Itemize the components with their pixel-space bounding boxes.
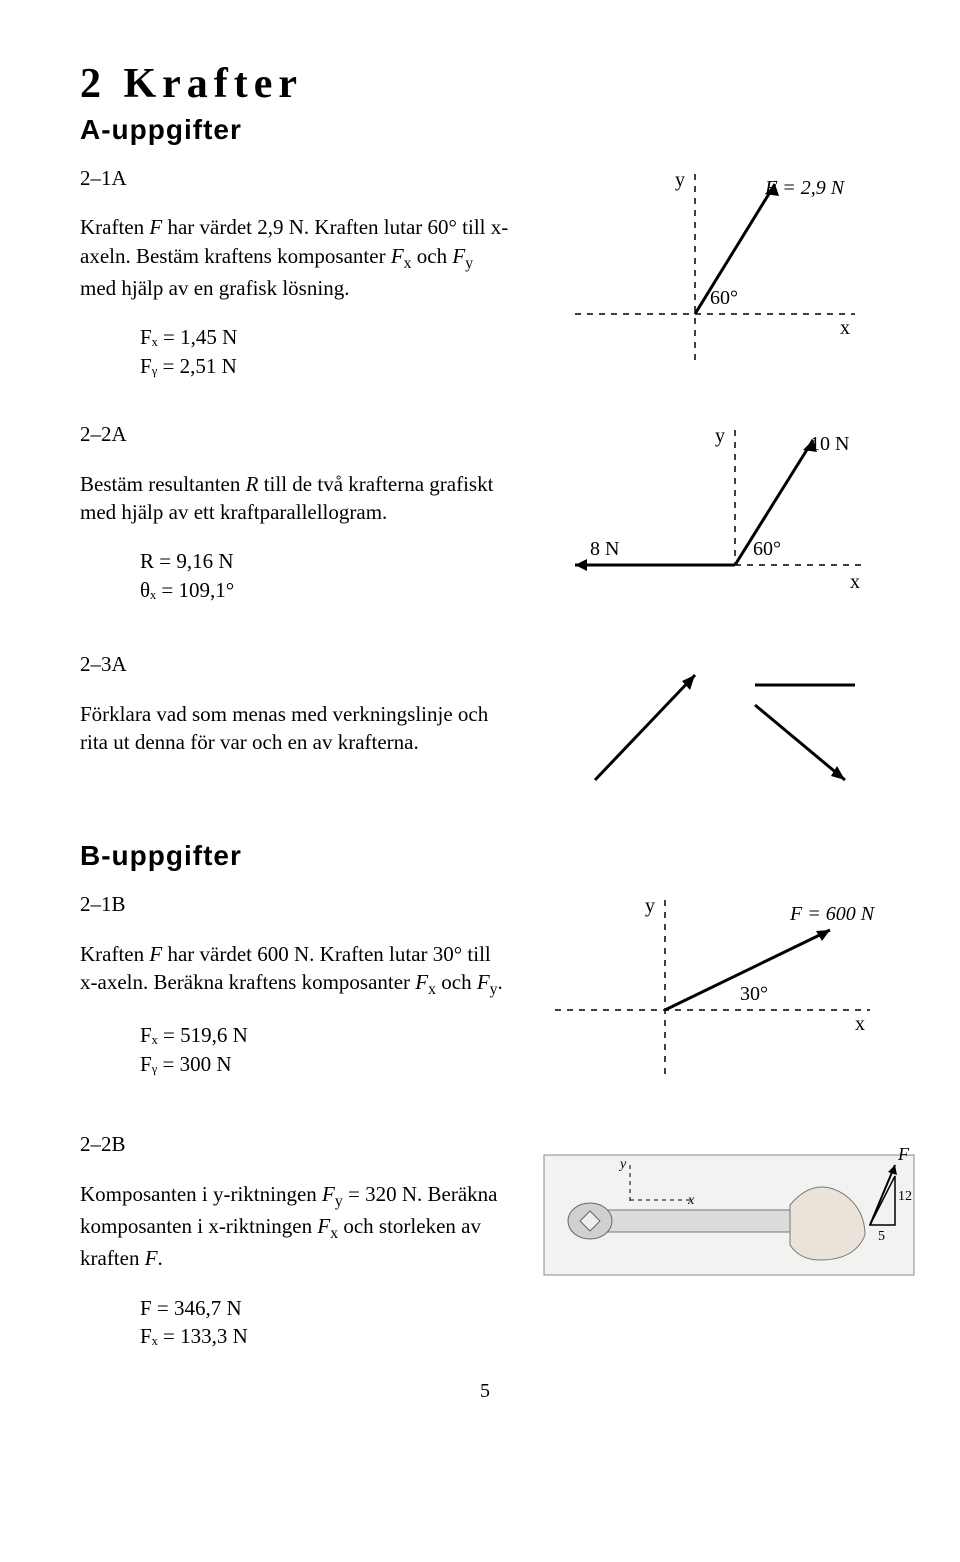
answer-2: Fᵧ = 2,51 N bbox=[140, 352, 510, 380]
problem-body: Förklara vad som menas med verkningslinj… bbox=[80, 700, 510, 757]
problem-body: Bestäm resultanten R till de två krafter… bbox=[80, 470, 510, 527]
sub-y: y bbox=[465, 255, 473, 272]
answers: F = 346,7 N Fₓ = 133,3 N bbox=[140, 1294, 510, 1351]
answer-2: Fₓ = 133,3 N bbox=[140, 1322, 510, 1350]
t: Kraften bbox=[80, 215, 149, 239]
x-axis-label: x bbox=[850, 571, 860, 593]
var-F: F bbox=[149, 942, 162, 966]
var-Fx: F bbox=[415, 970, 428, 994]
sub-x: x bbox=[428, 981, 436, 998]
angle-label: 60° bbox=[710, 287, 738, 309]
problem-2-1a-text: 2–1A Kraften F har värdet 2,9 N. Kraften… bbox=[80, 164, 510, 380]
section-a-heading: A-uppgifter bbox=[80, 114, 890, 146]
problem-body: Komposanten i y-riktningen Fy = 320 N. B… bbox=[80, 1180, 510, 1273]
t: med hjälp av en grafisk lösning. bbox=[80, 276, 349, 300]
problem-label: 2–3A bbox=[80, 650, 510, 678]
problem-2-2b-text: 2–2B Komposanten i y-riktningen Fy = 320… bbox=[80, 1130, 510, 1350]
f1-label: 10 N bbox=[810, 433, 849, 455]
figure-2-3a bbox=[555, 650, 875, 800]
var-Fy: F bbox=[322, 1182, 335, 1206]
problem-2-1b: 2–1B Kraften F har värdet 600 N. Kraften… bbox=[80, 890, 890, 1090]
y-axis-label: y bbox=[675, 169, 685, 191]
answer-2: Fᵧ = 300 N bbox=[140, 1050, 510, 1078]
t: . bbox=[158, 1246, 163, 1270]
answers: R = 9,16 N θₓ = 109,1° bbox=[140, 547, 510, 604]
problem-2-1a: 2–1A Kraften F har värdet 2,9 N. Kraften… bbox=[80, 164, 890, 380]
figure-2-1a: y x F = 2,9 N 60° bbox=[565, 164, 865, 374]
page-number: 5 bbox=[80, 1380, 890, 1403]
force-label: F = 600 N bbox=[789, 903, 876, 925]
problem-2-3a: 2–3A Förklara vad som menas med verkning… bbox=[80, 650, 890, 800]
var-Fy: F bbox=[477, 970, 490, 994]
sub-y: y bbox=[335, 1193, 343, 1210]
triangle-top-label: 12 bbox=[898, 1189, 912, 1204]
var-Fx: F bbox=[317, 1214, 330, 1238]
answer-1: Fₓ = 519,6 N bbox=[140, 1021, 510, 1049]
x-axis-label: x bbox=[840, 317, 850, 339]
problem-label: 2–2A bbox=[80, 420, 510, 448]
answer-1: F = 346,7 N bbox=[140, 1294, 510, 1322]
figure-2-2b: y x F 12 5 bbox=[540, 1130, 920, 1290]
t: Kraften bbox=[80, 942, 149, 966]
answer-1: R = 9,16 N bbox=[140, 547, 510, 575]
angle-label: 60° bbox=[753, 538, 781, 560]
t: Komposanten i y-riktningen bbox=[80, 1182, 322, 1206]
problem-2-2a-text: 2–2A Bestäm resultanten R till de två kr… bbox=[80, 420, 510, 604]
t: och bbox=[412, 244, 453, 268]
angle-label: 30° bbox=[740, 983, 768, 1005]
answer-1: Fₓ = 1,45 N bbox=[140, 323, 510, 351]
answers: Fₓ = 1,45 N Fᵧ = 2,51 N bbox=[140, 323, 510, 380]
var-F: F bbox=[149, 215, 162, 239]
figure-2-1b: y x F = 600 N 30° bbox=[550, 890, 880, 1090]
var-F: F bbox=[145, 1246, 158, 1270]
x-axis-label: x bbox=[855, 1013, 865, 1035]
problem-2-2b: 2–2B Komposanten i y-riktningen Fy = 320… bbox=[80, 1130, 890, 1350]
section-b-heading: B-uppgifter bbox=[80, 840, 890, 872]
sub-x: x bbox=[330, 1225, 338, 1242]
page-title: 2 Krafter bbox=[80, 60, 890, 108]
problem-2-1b-text: 2–1B Kraften F har värdet 600 N. Kraften… bbox=[80, 890, 510, 1078]
f2-label: 8 N bbox=[590, 538, 619, 560]
sub-x: x bbox=[404, 255, 412, 272]
x-label: x bbox=[687, 1193, 695, 1208]
problem-label: 2–2B bbox=[80, 1130, 510, 1158]
var-R: R bbox=[246, 472, 259, 496]
problem-body: Kraften F har värdet 600 N. Kraften luta… bbox=[80, 940, 510, 1001]
answers: Fₓ = 519,6 N Fᵧ = 300 N bbox=[140, 1021, 510, 1078]
t: Bestäm resultanten bbox=[80, 472, 246, 496]
problem-label: 2–1A bbox=[80, 164, 510, 192]
problem-2-3a-text: 2–3A Förklara vad som menas med verkning… bbox=[80, 650, 510, 777]
problem-label: 2–1B bbox=[80, 890, 510, 918]
t: . bbox=[498, 970, 503, 994]
y-label: y bbox=[618, 1157, 627, 1172]
figure-2-2a: y x 10 N 8 N 60° bbox=[555, 420, 875, 610]
var-Fx: F bbox=[391, 244, 404, 268]
problem-2-2a: 2–2A Bestäm resultanten R till de två kr… bbox=[80, 420, 890, 610]
force-label: F = 2,9 N bbox=[764, 177, 846, 199]
answer-2: θₓ = 109,1° bbox=[140, 576, 510, 604]
y-axis-label: y bbox=[715, 425, 725, 447]
y-axis-label: y bbox=[645, 895, 655, 917]
problem-body: Kraften F har värdet 2,9 N. Kraften luta… bbox=[80, 213, 510, 302]
var-Fy: F bbox=[452, 244, 465, 268]
sub-y: y bbox=[490, 981, 498, 998]
t: och bbox=[436, 970, 477, 994]
F-label: F bbox=[897, 1144, 910, 1164]
triangle-bottom-label: 5 bbox=[878, 1229, 885, 1244]
